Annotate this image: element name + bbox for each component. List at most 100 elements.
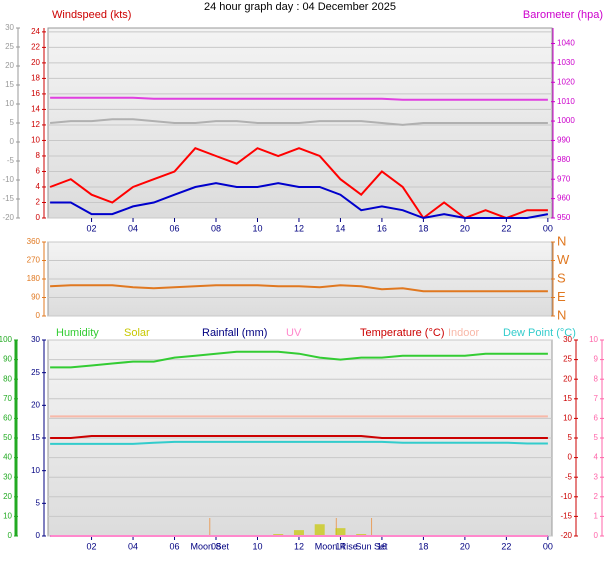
x-tick-label: 16: [377, 541, 387, 551]
y2-tick-label: 25: [563, 355, 572, 364]
y-tick-label: 40: [3, 453, 12, 462]
y4-tick-label: 2: [594, 492, 599, 501]
y3-tick-label: 30: [5, 23, 14, 32]
y-tick-label: 14: [31, 105, 40, 114]
y3-tick-label: 10: [5, 99, 14, 108]
x-tick-label: 18: [418, 223, 428, 233]
y2-tick-label: 1030: [557, 58, 575, 67]
legend-entry: Temperature (°C): [360, 327, 444, 339]
legend-entry: Humidity: [56, 327, 99, 339]
x-tick-label: 22: [501, 541, 511, 551]
x-tick-label: 04: [128, 541, 138, 551]
x-tick-label: 10: [252, 223, 262, 233]
y3-tick-label: 0: [10, 137, 15, 146]
y2-tick-label: W: [557, 252, 570, 267]
solar-bar: [293, 530, 304, 536]
y-tick-label: 90: [31, 293, 40, 302]
y-tick-label: 70: [3, 394, 12, 403]
legend-entry: Solar: [124, 327, 150, 339]
y3-tick-label: 20: [5, 61, 14, 70]
series-line: [50, 440, 548, 445]
y4-tick-label: 4: [594, 453, 599, 462]
y2-tick-label: -5: [565, 472, 573, 481]
series-line: [50, 182, 549, 220]
y-tick-label: 4: [36, 182, 41, 191]
x-tick-label: 20: [460, 223, 470, 233]
y4-tick-label: 0: [594, 531, 599, 540]
y3-tick-label: 10: [31, 466, 40, 475]
x-tick-label: 02: [87, 223, 97, 233]
y2-tick-label: E: [557, 289, 566, 304]
y2-tick-label: -15: [560, 512, 572, 521]
y-tick-label: 20: [3, 492, 12, 501]
chart-title: 24 hour graph day : 04 December 2025: [204, 1, 396, 13]
y-tick-label: 80: [3, 374, 12, 383]
y3-tick-label: -5: [7, 156, 15, 165]
y-tick-label: 0: [8, 531, 13, 540]
x-tick-label: 12: [294, 223, 304, 233]
x-tick-label: 06: [170, 223, 180, 233]
solar-bar: [314, 524, 325, 536]
y-tick-label: 30: [3, 472, 12, 481]
y2-tick-label: 980: [557, 155, 571, 164]
x-tick-label: 00: [543, 541, 553, 551]
y-tick-label: 90: [3, 355, 12, 364]
y3-tick-label: -15: [2, 194, 14, 203]
y2-tick-label: 15: [563, 394, 572, 403]
y-tick-label: 18: [31, 74, 40, 83]
y-tick-label: 20: [31, 58, 40, 67]
y-tick-label: 10: [31, 136, 40, 145]
y3-tick-label: 5: [10, 118, 15, 127]
y-tick-label: 60: [3, 414, 12, 423]
y-tick-label: 180: [27, 274, 41, 283]
y-tick-label: 360: [27, 237, 41, 246]
y2-tick-label: 30: [563, 335, 572, 344]
x-tick-label: 20: [460, 541, 470, 551]
y-tick-label: 2: [36, 198, 41, 207]
y2-tick-label: N: [557, 307, 566, 322]
y4-tick-label: 7: [594, 394, 599, 403]
y-tick-label: 16: [31, 89, 40, 98]
legend-entry: UV: [286, 327, 302, 339]
y-tick-label: 8: [36, 151, 41, 160]
y2-tick-label: 1040: [557, 39, 575, 48]
y-tick-label: 0: [36, 213, 41, 222]
y3-tick-label: 0: [36, 531, 41, 540]
y2-tick-label: 0: [568, 453, 573, 462]
y2-tick-label: 970: [557, 174, 571, 183]
y2-tick-label: 960: [557, 194, 571, 203]
x-tick-label: 12: [294, 541, 304, 551]
y2-tick-label: 990: [557, 136, 571, 145]
y2-tick-label: 20: [563, 374, 572, 383]
y3-tick-label: -10: [2, 175, 14, 184]
x-tick-label: 06: [170, 541, 180, 551]
y-tick-label: 0: [36, 311, 41, 320]
series-line: [50, 96, 548, 101]
x-tick-label: 04: [128, 223, 138, 233]
y3-tick-label: 30: [31, 335, 40, 344]
legend-entry: Indoor: [448, 327, 480, 339]
y2-tick-label: 1000: [557, 116, 575, 125]
y4-tick-label: 6: [594, 414, 599, 423]
x-tick-label: 14: [335, 541, 345, 551]
annotation: Moon Set: [191, 541, 230, 551]
y2-tick-label: N: [557, 233, 566, 248]
y2-tick-label: -20: [560, 531, 572, 540]
y2-tick-label: -10: [560, 492, 572, 501]
y-tick-label: 10: [3, 512, 12, 521]
y3-tick-label: 20: [31, 400, 40, 409]
legend-entry: Dew Point (°C): [503, 327, 576, 339]
solar-bar: [335, 528, 346, 536]
y3-tick-label: 25: [5, 42, 14, 51]
y-tick-label: 24: [31, 27, 40, 36]
x-tick-label: 00: [543, 223, 553, 233]
annotation: Sun Set: [356, 541, 389, 551]
y2-tick-label: 5: [568, 433, 573, 442]
y-axis-title: Windspeed (kts): [52, 9, 131, 21]
series-line: [50, 350, 548, 369]
x-tick-label: 18: [418, 541, 428, 551]
x-tick-label: 22: [501, 223, 511, 233]
y-tick-label: 22: [31, 42, 40, 51]
annotation: Moon Rise: [315, 541, 358, 551]
y3-tick-label: 5: [36, 498, 41, 507]
